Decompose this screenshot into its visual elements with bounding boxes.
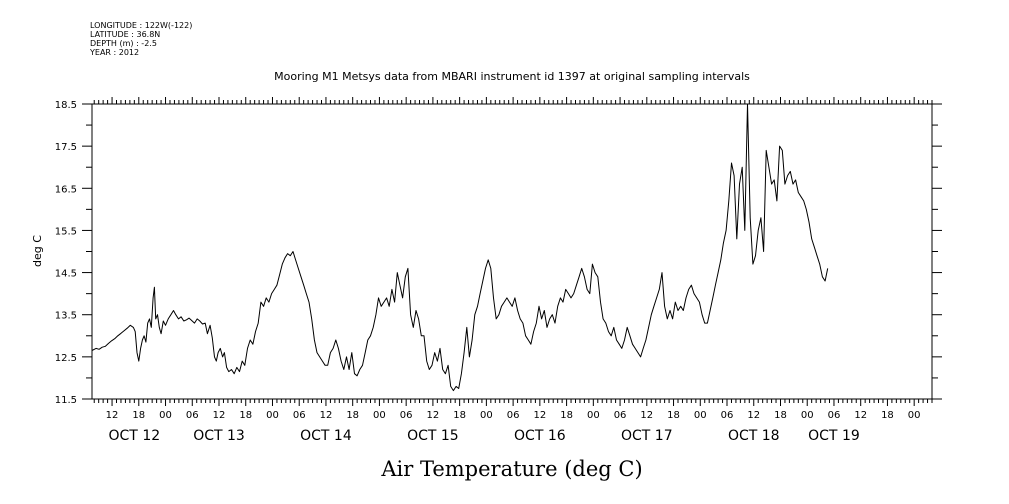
y-axis-label: deg C [31, 235, 44, 267]
y-tick-label: 14.5 [55, 269, 77, 280]
x-day-label: OCT 13 [193, 428, 245, 444]
x-hour-tick-label: 12 [320, 410, 333, 421]
x-hour-tick-label: 06 [186, 410, 199, 421]
latitude-label: LATITUDE : 36.8N [90, 30, 161, 39]
year-label: YEAR : 2012 [90, 48, 140, 57]
x-hour-tick-label: 00 [908, 410, 921, 421]
x-hour-tick-label: 00 [801, 410, 814, 421]
series-group [91, 103, 829, 392]
x-hour-tick-label: 06 [721, 410, 734, 421]
metadata-block: LONGITUDE : 122W(-122) LATITUDE : 36.8N … [90, 21, 192, 57]
x-hour-tick-label: 12 [747, 410, 760, 421]
x-hour-tick-label: 00 [373, 410, 386, 421]
x-day-label: OCT 15 [407, 428, 459, 444]
x-axis-label: Air Temperature (deg C) [380, 457, 642, 481]
x-hour-tick-label: 06 [507, 410, 520, 421]
x-hour-tick-label: 18 [560, 410, 573, 421]
y-tick-label: 17.5 [55, 142, 77, 153]
x-hour-tick-label: 00 [266, 410, 279, 421]
x-hour-tick-label: 12 [533, 410, 546, 421]
y-tick-label: 12.5 [55, 353, 77, 364]
chart-title: Mooring M1 Metsys data from MBARI instru… [274, 70, 750, 83]
x-day-label: OCT 16 [514, 428, 566, 444]
plot-frame [91, 103, 933, 400]
x-hour-tick-label: 18 [774, 410, 787, 421]
x-hour-tick-label: 18 [132, 410, 145, 421]
x-hour-tick-label: 12 [640, 410, 653, 421]
series-line [91, 103, 829, 392]
x-hour-tick-label: 00 [159, 410, 172, 421]
x-hour-tick-label: 18 [346, 410, 359, 421]
x-hour-tick-label: 06 [828, 410, 841, 421]
x-day-label: OCT 19 [808, 428, 860, 444]
x-hour-tick-label: 18 [667, 410, 680, 421]
x-hour-tick-label: 12 [427, 410, 440, 421]
axes: 12 18 00 06 12 18 00 06 12 18 00 06 12 18 00 06 12 18 00 06… [55, 97, 942, 444]
x-hour-tick-label: 12 [106, 410, 119, 421]
longitude-label: LONGITUDE : 122W(-122) [90, 21, 193, 30]
x-hour-tick-label: 12 [854, 410, 867, 421]
x-day-label: OCT 17 [621, 428, 673, 444]
y-tick-label: 15.5 [55, 226, 77, 237]
x-hour-tick-label: 06 [614, 410, 627, 421]
depth-label: DEPTH (m) : -2.5 [90, 39, 157, 48]
x-hour-tick-label: 06 [293, 410, 306, 421]
x-hour-tick-label: 06 [400, 410, 413, 421]
x-hour-tick-label: 12 [213, 410, 226, 421]
x-hour-tick-label: 18 [881, 410, 894, 421]
x-hour-tick-label: 00 [480, 410, 493, 421]
y-tick-label: 13.5 [55, 311, 77, 322]
y-tick-label: 11.5 [55, 395, 77, 406]
x-day-label: OCT 12 [109, 428, 161, 444]
x-hour-tick-label: 00 [694, 410, 707, 421]
x-hour-tick-label: 18 [453, 410, 466, 421]
y-tick-label: 16.5 [55, 184, 77, 195]
x-hour-tick-label: 18 [239, 410, 252, 421]
x-day-label: OCT 18 [728, 428, 780, 444]
x-day-label: OCT 14 [300, 428, 352, 444]
y-tick-label: 18.5 [55, 100, 77, 111]
x-hour-tick-label: 00 [587, 410, 600, 421]
